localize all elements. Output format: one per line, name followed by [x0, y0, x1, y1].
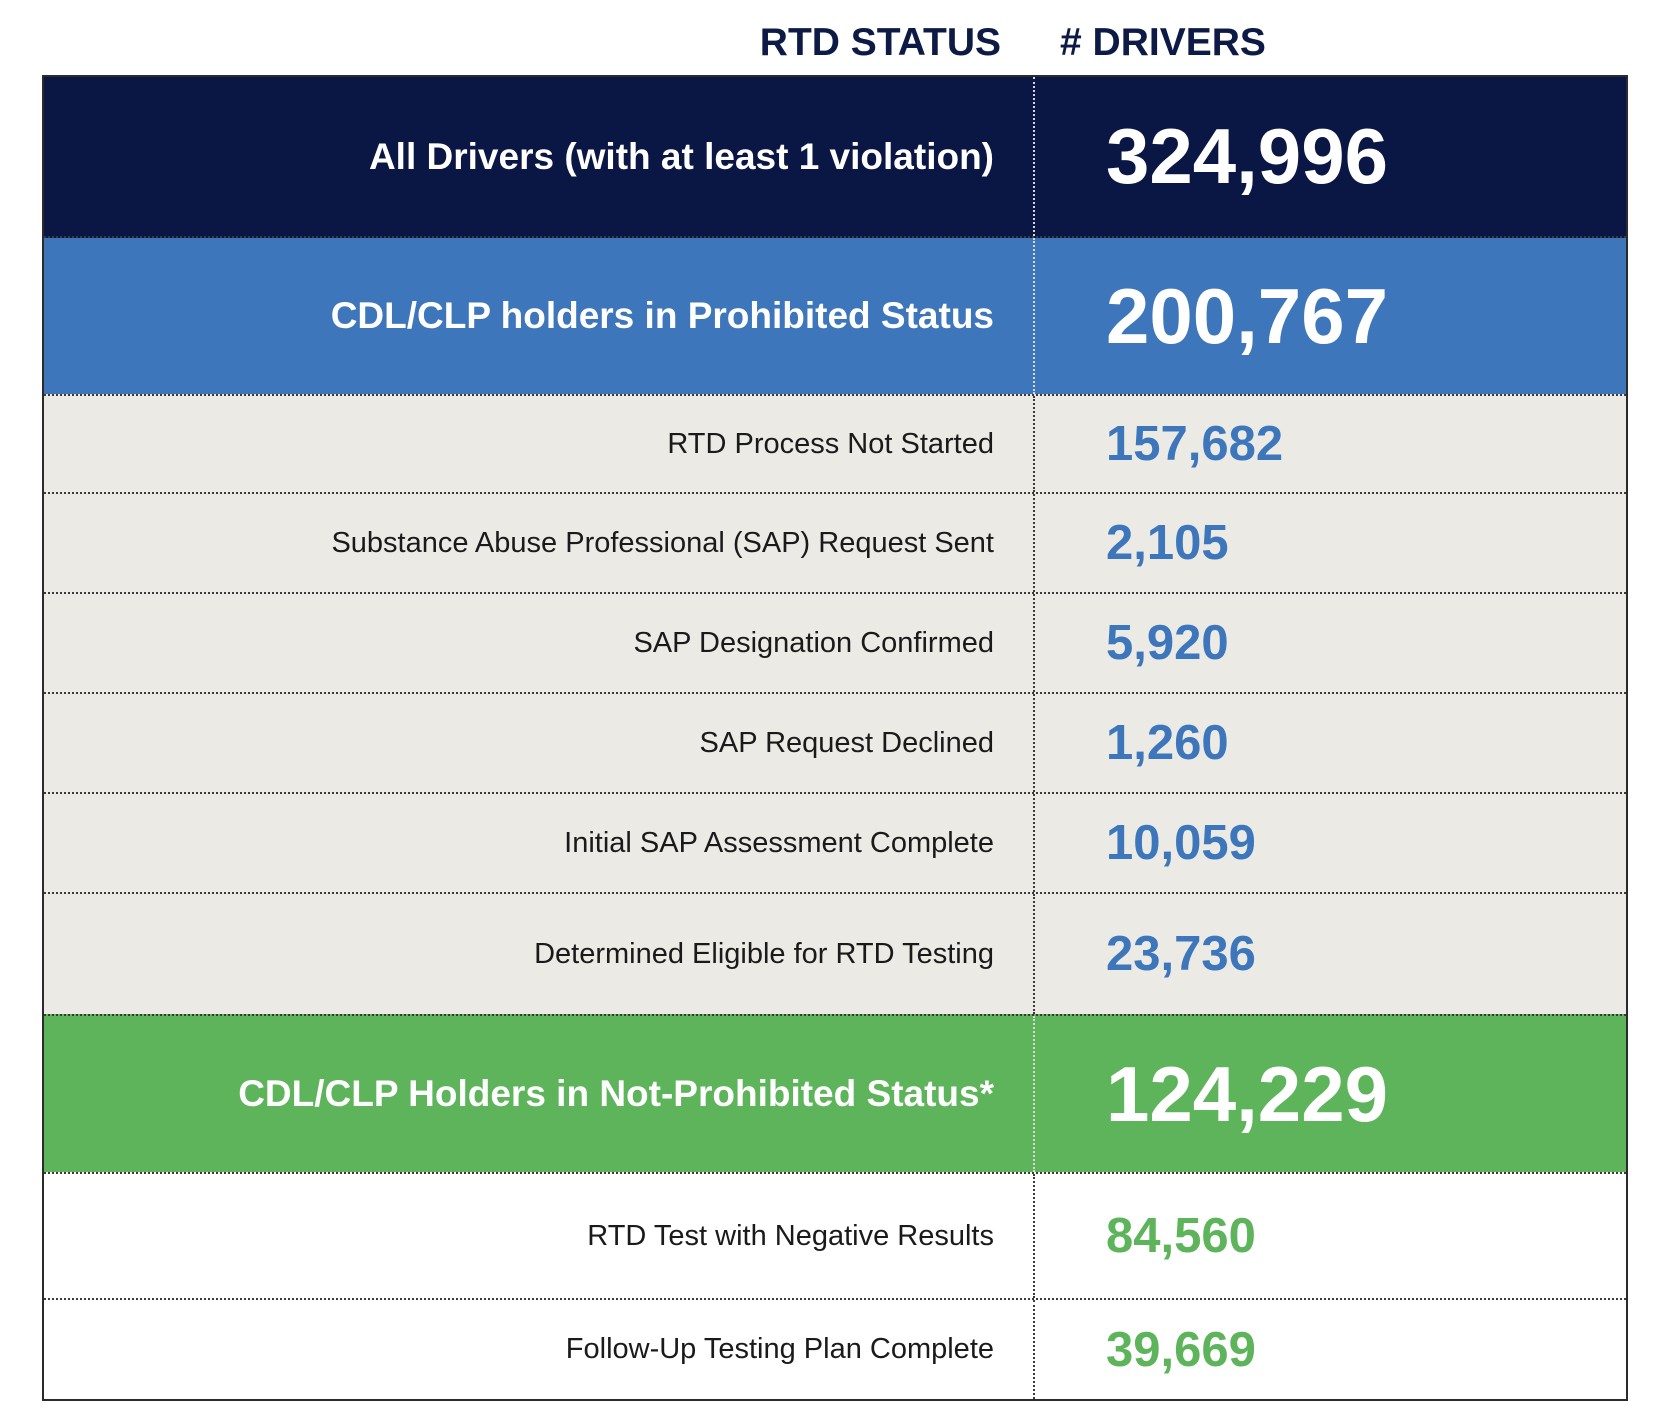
row-value: 39,669: [1106, 1322, 1256, 1377]
table-row-initial-sap-assessment: Initial SAP Assessment Complete 10,059: [44, 794, 1626, 894]
column-header-drivers: # DRIVERS: [1060, 21, 1266, 64]
row-value: 157,682: [1106, 417, 1284, 471]
row-value: 84,560: [1106, 1209, 1256, 1263]
row-value: 5,920: [1106, 616, 1229, 670]
row-label: RTD Process Not Started: [44, 396, 1035, 492]
row-label: Determined Eligible for RTD Testing: [44, 894, 1035, 1014]
table-row-rtd-negative-results: RTD Test with Negative Results 84,560: [44, 1172, 1626, 1300]
row-label: CDL/CLP Holders in Not-Prohibited Status…: [44, 1016, 1035, 1172]
row-label: Substance Abuse Professional (SAP) Reque…: [44, 494, 1035, 592]
row-value: 23,736: [1106, 927, 1256, 981]
row-label: Follow-Up Testing Plan Complete: [44, 1300, 1035, 1399]
row-value: 200,767: [1106, 271, 1388, 360]
column-header-rtd-status: RTD STATUS: [759, 21, 1001, 64]
table-row-not-prohibited-status: CDL/CLP Holders in Not-Prohibited Status…: [44, 1014, 1626, 1172]
row-value: 2,105: [1106, 516, 1229, 570]
row-label: All Drivers (with at least 1 violation): [44, 77, 1035, 236]
row-label: SAP Designation Confirmed: [44, 594, 1035, 692]
table-row-sap-request-sent: Substance Abuse Professional (SAP) Reque…: [44, 494, 1626, 594]
table-row-prohibited-status: CDL/CLP holders in Prohibited Status 200…: [44, 238, 1626, 394]
row-label: Initial SAP Assessment Complete: [44, 794, 1035, 892]
table-row-sap-request-declined: SAP Request Declined 1,260: [44, 694, 1626, 794]
row-value: 124,229: [1106, 1049, 1388, 1138]
row-label: RTD Test with Negative Results: [44, 1174, 1035, 1298]
row-value: 10,059: [1106, 816, 1256, 870]
row-value: 324,996: [1106, 112, 1388, 200]
rtd-status-table: All Drivers (with at least 1 violation) …: [42, 75, 1628, 1401]
table-row-all-drivers: All Drivers (with at least 1 violation) …: [44, 77, 1626, 238]
table-row-eligible-rtd-testing: Determined Eligible for RTD Testing 23,7…: [44, 894, 1626, 1014]
row-label: SAP Request Declined: [44, 694, 1035, 792]
row-value: 1,260: [1106, 716, 1229, 770]
table-row-follow-up-testing: Follow-Up Testing Plan Complete 39,669: [44, 1300, 1626, 1399]
table-row-sap-designation-confirmed: SAP Designation Confirmed 5,920: [44, 594, 1626, 694]
row-label: CDL/CLP holders in Prohibited Status: [44, 238, 1035, 394]
table-row-rtd-not-started: RTD Process Not Started 157,682: [44, 394, 1626, 494]
